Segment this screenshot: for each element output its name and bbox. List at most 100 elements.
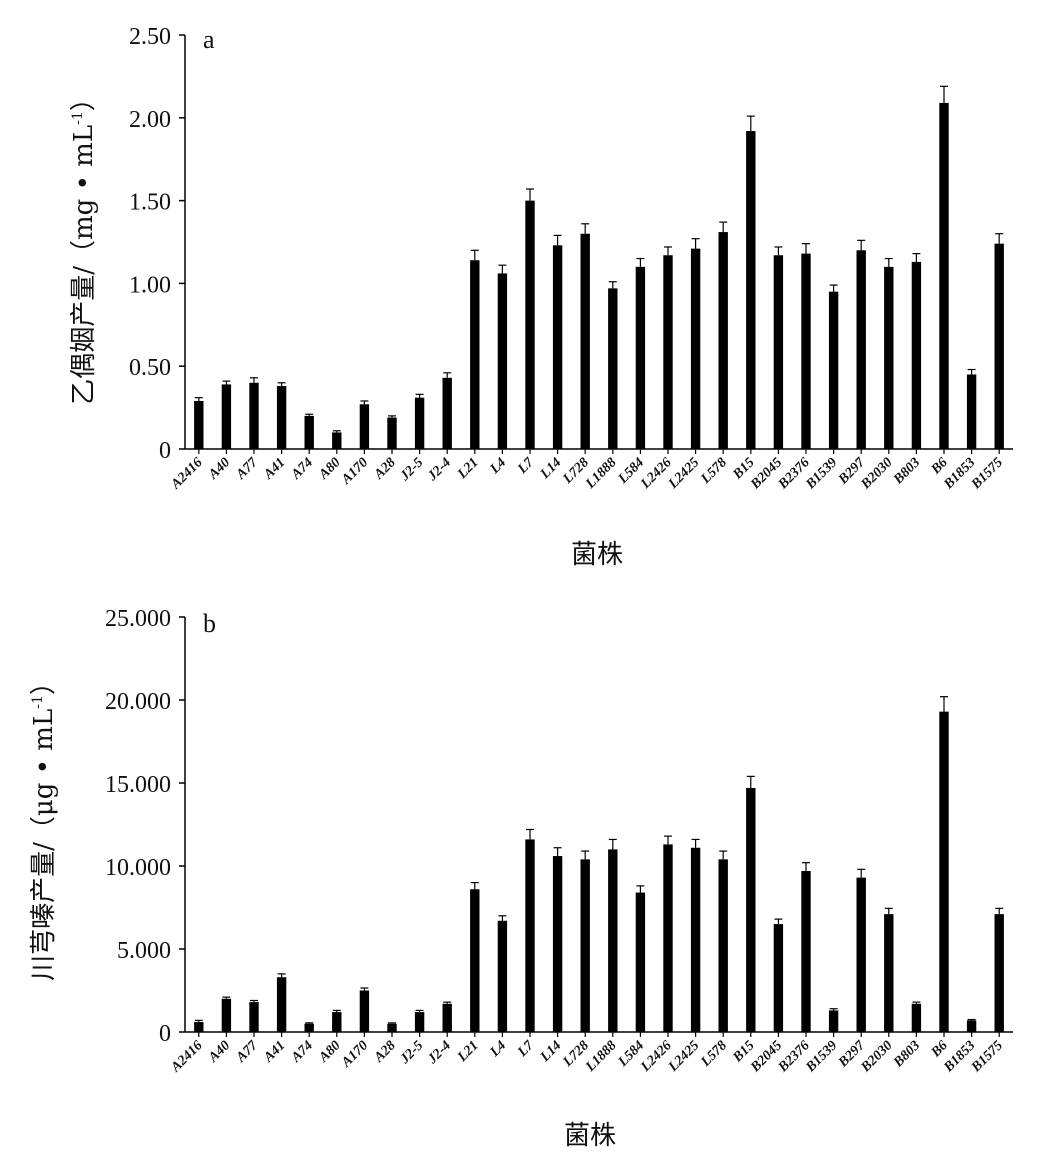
panel-a-x-tick-label-A28: A28 [371,455,399,483]
panel-a-x-tick-label-B2030: B2030 [858,455,896,493]
panel-b-x-tick-label-L2425: L2425 [665,1038,702,1075]
panel-b-bar-A80 [332,1012,342,1032]
panel-a-x-tick-label-A41: A41 [261,455,289,483]
panel-a-x-tick-label-A74: A74 [288,455,316,483]
panel-a-x-tick-label-L1888: L1888 [582,455,619,492]
panel-b-bar-B1539 [828,1010,839,1032]
panel-a-bar-A2416 [194,400,204,449]
panel-b-bar-L1888 [608,849,618,1032]
panel-b-bar-L14 [552,856,563,1032]
panel-a-x-tick-label-A170: A170 [338,455,371,488]
panel-b-x-tick-label-L4: L4 [487,1038,509,1060]
panel-b-bar-J2-5 [414,1012,425,1032]
panel-b-x-tick-label-B2045: B2045 [748,1038,786,1076]
panel-a-bar-A28 [387,417,397,449]
panel-a-bar-A80 [332,432,342,449]
panel-a-y-tick-label: 0 [159,438,171,464]
chart-panel-b: b 川芎嗪产量/（μg • mL-1） 菌株 0 5.000 10.000 15.00… [29,606,1013,1151]
panel-a-y-tick-label: 0.50 [129,355,171,381]
panel-b-xlabel: 菌株 [564,1121,616,1151]
panel-a-bar-B2376 [801,253,811,449]
panel-b-bar-B6 [939,711,949,1032]
panel-a-bar-L728 [580,233,590,449]
chart-panel-a: a 乙偶姻产量/（mg • mL-1） 菌株 0 0.50 1.00 1.50 2.00… [69,24,1013,570]
panel-b-x-tick-label-L578: L578 [698,1038,730,1070]
panel-a-bar-B803 [911,261,922,449]
panel-b-y-tick-label: 0 [159,1021,171,1047]
panel-a-bar-J2-5 [414,397,425,449]
panel-b-x-tick-label-L2426: L2426 [638,1038,675,1075]
panel-b-y-tick-label: 25.000 [105,606,171,632]
panel-b-bar-L4 [497,920,508,1032]
panel-b-bar-L2426 [663,844,673,1032]
panel-a-x-tick-label-B2045: B2045 [748,455,786,493]
panel-a-y-tick-label: 2.50 [129,24,171,50]
panel-a-x-tick-label-L4: L4 [487,455,509,477]
panel-a-x-tick-label-B1853: B1853 [941,455,979,493]
panel-b-bar-L578 [718,859,728,1032]
panel-a-bar-L7 [525,200,535,449]
panel-b-bar-A40 [221,998,232,1032]
panel-a-x-tick-label-A2416: A2416 [168,455,206,493]
panel-b-bar-B15 [746,787,756,1032]
panel-a-x-tick-label-B1539: B1539 [803,455,841,493]
panel-a-bar-A40 [221,384,232,449]
panel-a-y-tick-label: 1.00 [129,272,171,298]
panel-a-bar-B6 [939,102,949,450]
panel-b-bar-A2416 [194,1022,204,1032]
panel-a-x-tick-label-B803: B803 [890,455,923,488]
panel-a-bar-B1853 [966,374,977,449]
panel-b-x-tick-label-A80: A80 [316,1038,344,1066]
panel-b-x-tick-label-L1888: L1888 [582,1038,619,1075]
panel-b-x-tick-label-B2030: B2030 [858,1038,896,1076]
panel-b-bar-L728 [580,859,590,1032]
panel-a-x-tick-label-L2426: L2426 [638,455,675,492]
panel-a-bar-B15 [746,131,756,449]
panel-b-x-tick-label-A74: A74 [288,1038,316,1066]
panel-a-x-tick-label-L578: L578 [698,455,730,487]
panel-a-x-tick-label-A80: A80 [316,455,344,483]
panel-b-bar-L21 [470,889,480,1032]
panel-b-x-tick-label-A170: A170 [338,1038,371,1071]
panel-a-x-tick-label-L14: L14 [537,455,564,482]
panel-a-bar-L21 [470,260,480,449]
panel-b-x-tick-label-A2416: A2416 [168,1038,206,1076]
panel-a-bar-A41 [276,386,287,449]
panel-a-x-tick-label-J2-4: J2-4 [425,455,454,484]
panel-b-x-tick-label-B1575: B1575 [968,1038,1006,1076]
panel-a-xlabel: 菌株 [571,540,623,570]
panel-a-bar-B2030 [884,266,894,449]
panel-b-x-tick-label-J2-4: J2-4 [425,1038,454,1067]
panel-a-bar-L2425 [690,248,701,449]
panel-b-x-tick-label-J2-5: J2-5 [397,1038,426,1067]
panel-b-y-tick-label: 5.000 [117,938,171,964]
panel-b-x-tick-label-L7: L7 [515,1038,538,1061]
panel-a-x-tick-label-L21: L21 [454,455,481,482]
panel-a-x-tick-label-L2425: L2425 [665,455,702,492]
panel-a-bar-B2045 [773,255,784,449]
panel-b-x-tick-label-A41: A41 [261,1038,289,1066]
panel-a-bar-B297 [856,250,866,449]
panel-b-bar-A77 [249,1002,259,1032]
panel-a-bar-L14 [552,245,563,449]
panel-a-bar-B1575 [994,243,1004,449]
panel-b-y-tick-label: 10.000 [105,855,171,881]
panel-a-label: a [203,25,215,54]
panel-a-bar-L2426 [663,255,673,449]
panel-a-bar-B1539 [828,291,839,449]
panel-b-bar-A28 [387,1023,397,1032]
panel-a-x-tick-label-B2376: B2376 [775,455,813,493]
panel-b-y-tick-label: 15.000 [105,772,171,798]
panel-a-bar-L4 [497,273,508,449]
panel-b-bar-A170 [359,990,370,1032]
panel-b-x-tick-label-B1853: B1853 [941,1038,979,1076]
panel-b-bar-B2376 [801,870,811,1032]
panel-a-bar-L1888 [608,288,618,449]
panel-b-bar-B297 [856,877,866,1032]
panel-b-bar-L584 [635,892,646,1032]
panel-a-y-tick-label: 1.50 [129,190,171,216]
panel-b-bar-B2030 [884,914,894,1032]
panel-b-y-tick-label: 20.000 [105,689,171,715]
panel-a-x-tick-label-A77: A77 [233,455,262,484]
